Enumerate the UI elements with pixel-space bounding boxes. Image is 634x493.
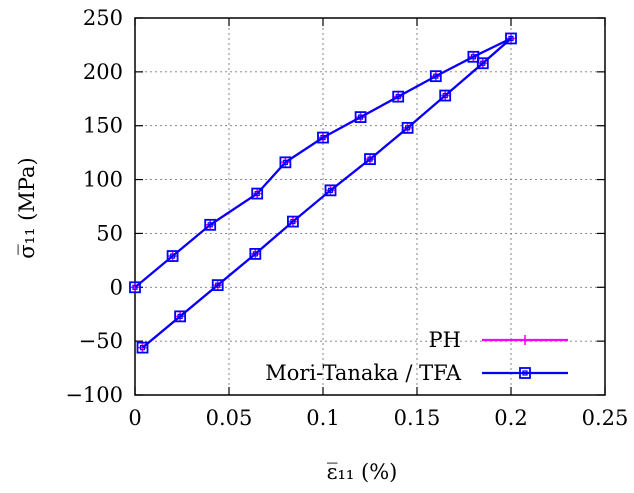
data-point [287,215,299,228]
data-point [324,184,337,197]
marker-inner [470,54,476,60]
legend-label: PH [429,328,461,352]
data-point [129,281,141,294]
marker-outer [136,341,149,354]
y-tick-label: 100 [83,168,123,192]
plot-frame [134,17,606,396]
data-point [166,250,179,262]
marker-outer [354,111,367,123]
marker-outer [401,121,414,134]
marker-inner [254,190,260,197]
grid [135,18,605,395]
marker-inner [480,60,486,66]
legend-marker [520,335,530,345]
marker-outer [211,279,224,292]
data-point [476,57,489,70]
x-tick-label: 0.2 [494,406,527,430]
marker-outer [317,131,329,144]
y-tick-label: 150 [83,114,123,138]
marker-outer [505,32,517,45]
marker-inner [132,284,138,290]
marker-inner [367,156,373,162]
marker-inner [433,73,439,79]
marker-inner [139,345,146,351]
marker-inner [442,92,448,99]
marker-inner [215,282,221,288]
marker-outer [249,247,262,260]
marker-inner [522,370,528,376]
data-point [279,156,292,169]
data-point [401,121,414,134]
ticks: 0 0.05 0.1 0.15 0.2 0.25 −100 −50 0 50 100 150 200 25… [65,6,628,430]
marker-outer [476,57,489,70]
y-tick-label: 250 [83,6,123,30]
marker-inner [320,134,326,141]
marker-outer [439,89,452,102]
data-point [439,89,452,102]
marker-inner [170,253,176,259]
y-axis-label: σ̅₁₁ (MPa) [15,157,39,258]
data-point [392,90,405,103]
marker-outer [364,153,376,166]
y-tick-label: −100 [65,383,123,407]
marker-outer [519,367,531,379]
series-line [134,37,513,349]
y-tick-label: 0 [110,275,123,299]
data-point [136,341,149,354]
marker-outer [251,187,264,200]
x-tick-label: 0.25 [582,406,629,430]
marker-inner [405,125,411,131]
data-point [429,70,442,83]
data-point [251,187,264,200]
marker-outer [467,50,480,63]
marker-outer [287,215,299,228]
data-point [174,310,187,323]
marker-inner [508,35,514,42]
marker-inner [327,187,334,193]
marker-outer [174,310,187,323]
data-point [249,247,262,260]
marker-inner [207,222,213,228]
data-point [364,153,376,166]
marker-inner [252,251,258,257]
data-point [204,218,217,231]
x-tick-label: 0.15 [394,406,441,430]
y-tick-label: 50 [96,221,123,245]
marker-outer [166,250,179,262]
x-axis-label: ε̅₁₁ (%) [327,460,398,484]
marker-outer [392,90,405,103]
marker-outer [279,156,292,169]
marker-outer [324,184,337,197]
marker-outer [429,70,442,83]
y-tick-label: −50 [79,329,123,353]
data-point [354,111,367,123]
data-point [211,279,224,292]
marker-inner [395,94,401,100]
x-tick-label: 0 [128,406,141,430]
marker-outer [204,218,217,231]
data-point [505,32,517,45]
marker-inner [177,313,183,319]
legend-label: Mori-Tanaka / TFA [265,361,462,385]
data-point [467,50,480,63]
series-1 [129,32,517,354]
marker-inner [358,114,364,120]
y-tick-label: 200 [83,60,123,84]
marker-outer [129,281,141,294]
data-point [317,131,329,144]
legend: PH Mori-Tanaka / TFA [265,328,568,385]
x-tick-label: 0.1 [306,406,339,430]
marker-inner [290,218,296,225]
x-tick-label: 0.05 [206,406,253,430]
series-layer [129,32,517,354]
legend-marker [519,367,531,379]
marker-inner [282,159,288,165]
